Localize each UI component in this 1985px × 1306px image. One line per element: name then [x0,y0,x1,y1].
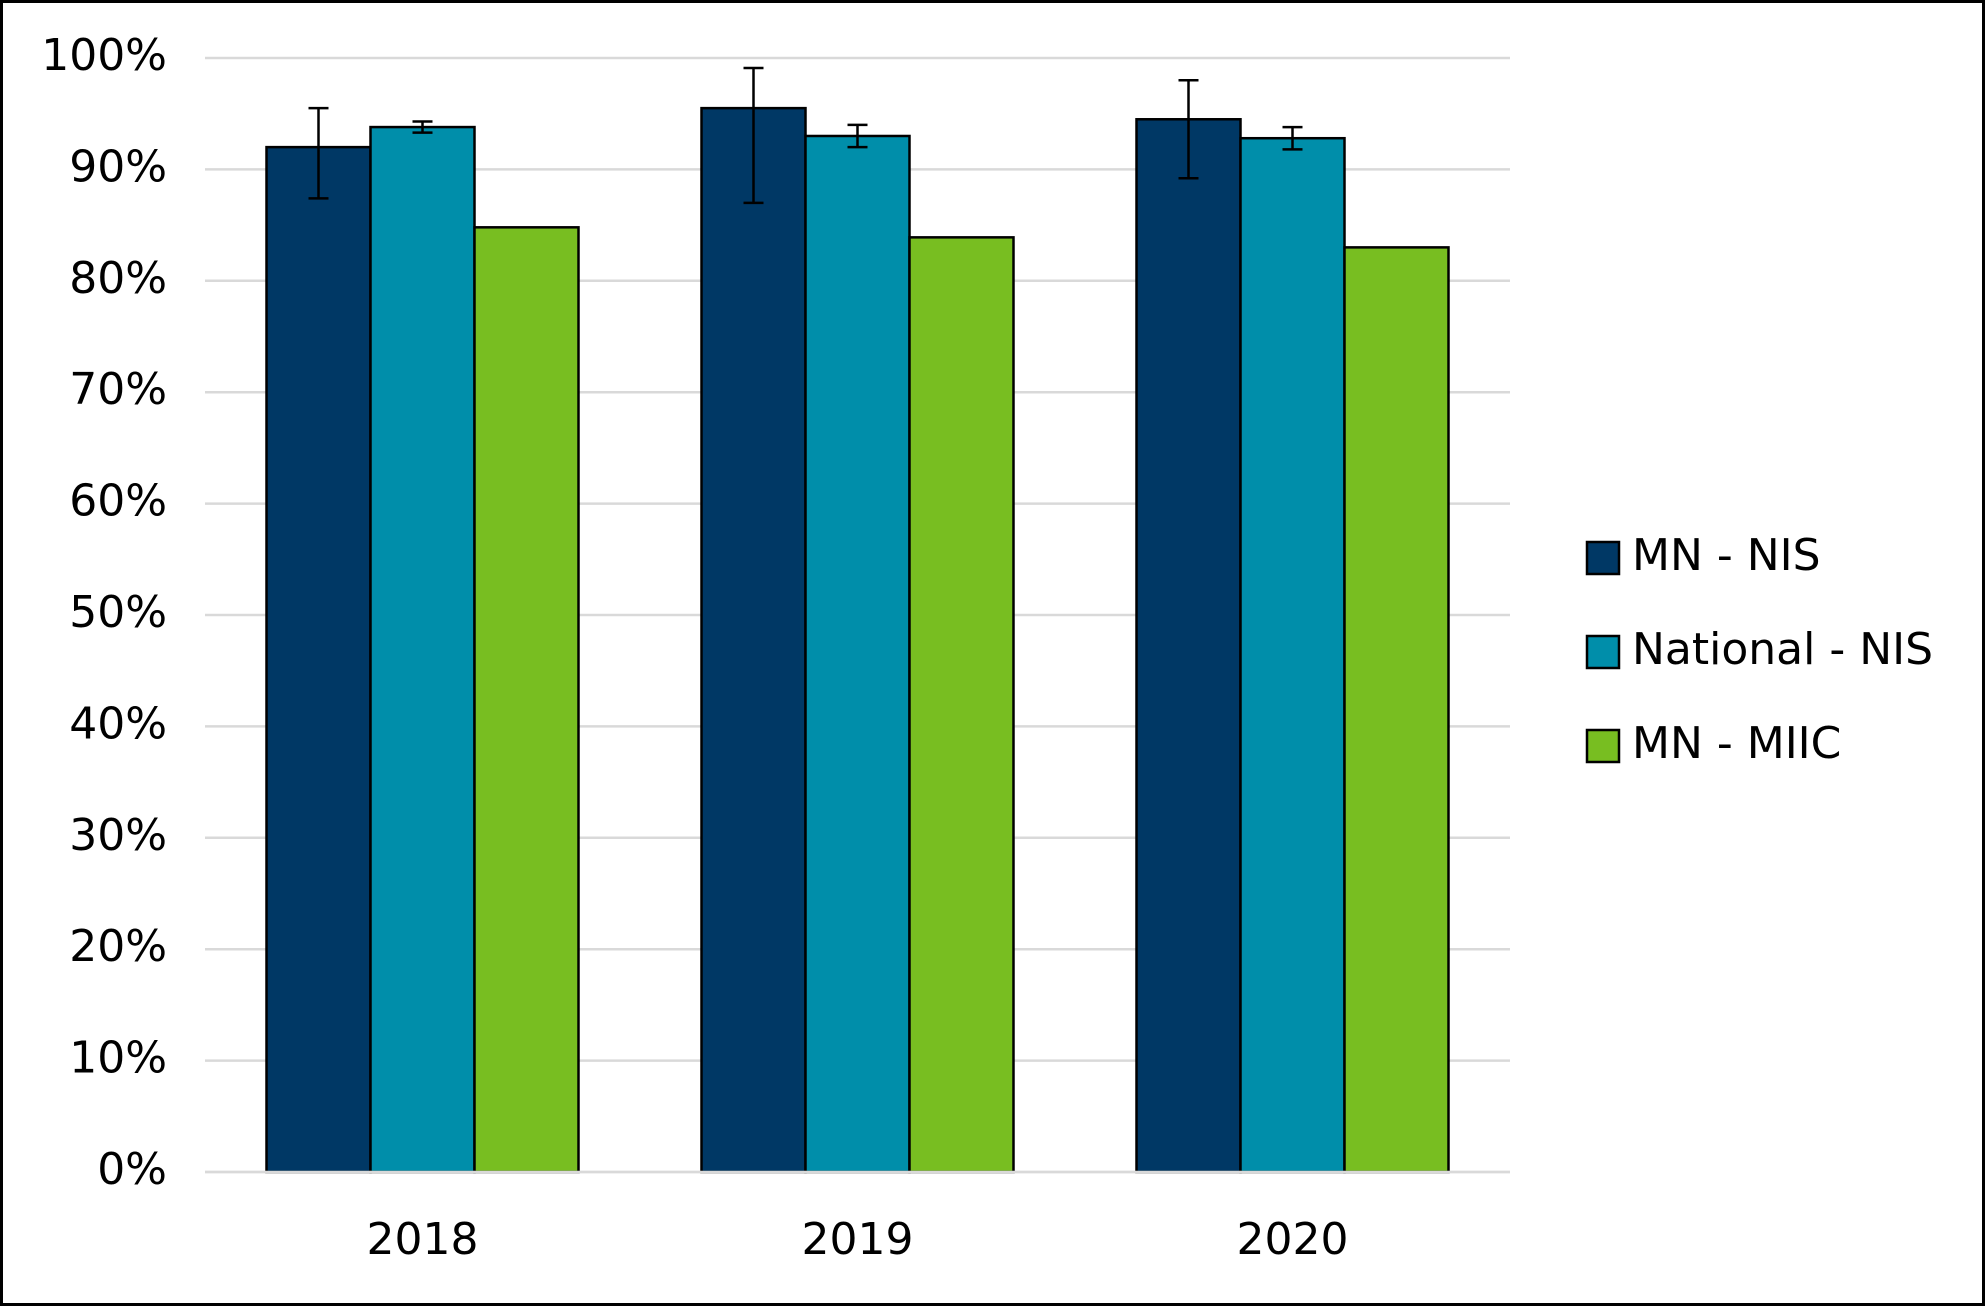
y-tick-label: 70% [69,364,167,415]
bar [1135,118,1242,1174]
legend-swatch [1585,634,1621,670]
x-tick-label: 2019 [802,1214,914,1265]
bar [1239,136,1346,1174]
x-tick-label: 2020 [1237,1214,1349,1265]
error-bar [1178,79,1199,180]
y-tick-label: 0% [97,1144,167,1195]
y-tick-label: 60% [69,476,167,527]
y-tick-label: 90% [69,141,167,192]
legend-swatch [1585,728,1621,764]
y-tick-label: 20% [69,921,167,972]
error-bar [412,120,433,134]
legend-label: MN - NIS [1632,530,1821,581]
y-tick-label: 30% [69,810,167,861]
bar [908,236,1015,1174]
error-bar [847,123,868,149]
error-bar [743,66,764,205]
y-tick-label: 80% [69,253,167,304]
y-tick-label: 40% [69,698,167,749]
y-tick-label: 100% [41,30,167,81]
y-tick-label: 10% [69,1033,167,1084]
bar [369,125,476,1174]
legend-swatch [1585,540,1621,576]
bar [700,106,807,1174]
legend-label: National - NIS [1632,624,1933,675]
error-bar [1282,125,1303,151]
bar [804,134,911,1174]
bar [473,226,580,1174]
bar [1343,246,1450,1174]
x-tick-label: 2018 [367,1214,479,1265]
error-bar [308,106,329,200]
bar [265,145,372,1174]
y-tick-label: 50% [69,587,167,638]
legend-label: MN - MIIC [1632,718,1841,769]
